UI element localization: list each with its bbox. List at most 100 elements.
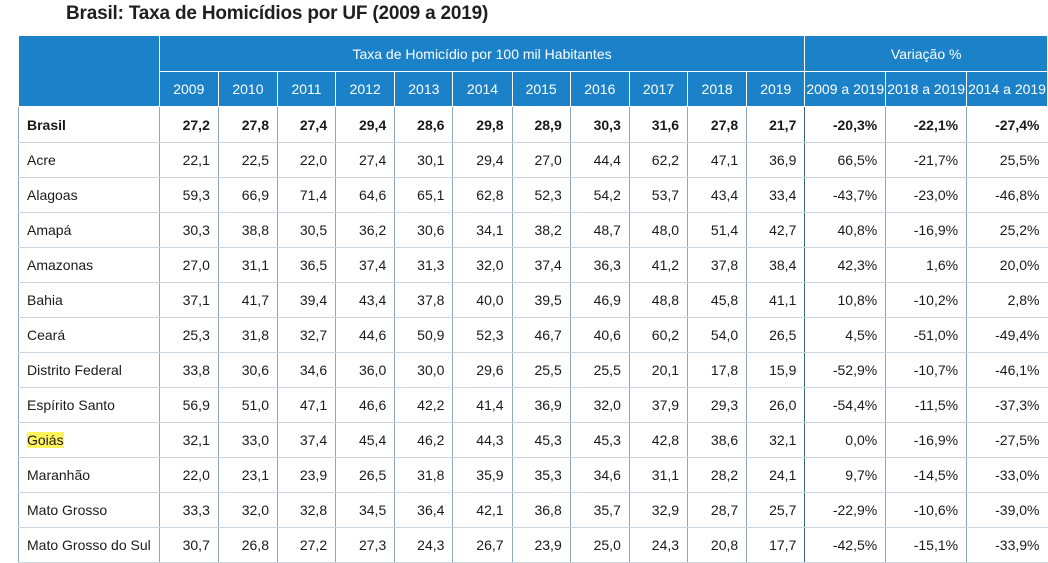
rate-cell-2017: 31,1 bbox=[628, 457, 688, 493]
rate-cell-2015: 38,2 bbox=[511, 212, 571, 248]
rate-cell-2013: 31,8 bbox=[394, 457, 453, 493]
row-state-name: Mato Grosso bbox=[18, 492, 160, 528]
rate-cell-2014: 34,1 bbox=[452, 212, 513, 248]
variation-cell-2: -51,0% bbox=[885, 317, 967, 353]
variation-cell-3: 25,2% bbox=[966, 212, 1048, 248]
variation-cell-1: 9,7% bbox=[804, 457, 886, 493]
rate-cell-2015: 37,4 bbox=[511, 247, 571, 283]
rate-cell-2018: 27,8 bbox=[687, 106, 747, 143]
rate-cell-2018: 37,8 bbox=[687, 247, 747, 283]
variation-cell-3: -27,5% bbox=[966, 422, 1048, 458]
table-row: Distrito Federal 33,8 30,6 34,6 36,0 30,0 29,6… bbox=[18, 352, 1048, 388]
state-name-text: Amapá bbox=[27, 222, 72, 238]
variation-cell-2: -16,9% bbox=[885, 422, 967, 458]
rate-cell-2018: 20,8 bbox=[687, 527, 747, 563]
rate-cell-2019: 24,1 bbox=[746, 457, 805, 493]
rate-cell-2017: 37,9 bbox=[628, 387, 688, 423]
rate-cell-2012: 36,0 bbox=[335, 352, 395, 388]
rate-cell-2016: 35,7 bbox=[569, 492, 630, 528]
rate-cell-2018: 28,7 bbox=[687, 492, 747, 528]
state-name-text: Alagoas bbox=[27, 187, 78, 203]
state-name-text: Maranhão bbox=[27, 467, 91, 483]
variation-cell-2: -22,1% bbox=[885, 106, 967, 143]
rate-cell-2019: 17,7 bbox=[746, 527, 805, 563]
rate-cell-2017: 41,2 bbox=[628, 247, 688, 283]
rate-cell-2013: 31,3 bbox=[394, 247, 453, 283]
rate-cell-2018: 47,1 bbox=[687, 142, 747, 178]
rate-cell-2018: 43,4 bbox=[687, 177, 747, 213]
rate-cell-2010: 31,1 bbox=[217, 247, 278, 283]
header-year-2015: 2015 bbox=[511, 71, 571, 107]
rate-cell-2011: 27,4 bbox=[276, 106, 336, 143]
rate-cell-2016: 25,0 bbox=[569, 527, 630, 563]
homicide-rate-table-container: Taxa de Homicídio por 100 mil Habitantes… bbox=[18, 35, 1048, 563]
rate-cell-2013: 28,6 bbox=[394, 106, 453, 143]
header-variation-2: 2018 a 2019 bbox=[885, 71, 968, 107]
rate-cell-2011: 22,0 bbox=[276, 142, 336, 178]
variation-cell-2: -21,7% bbox=[885, 142, 967, 178]
rate-cell-2010: 30,6 bbox=[217, 352, 278, 388]
rate-cell-2010: 41,7 bbox=[217, 282, 278, 318]
rate-cell-2016: 48,7 bbox=[569, 212, 630, 248]
rate-cell-2014: 26,7 bbox=[452, 527, 513, 563]
row-state-name: Amazonas bbox=[18, 247, 160, 283]
rate-cell-2010: 66,9 bbox=[217, 177, 278, 213]
variation-cell-3: -49,4% bbox=[966, 317, 1048, 353]
row-state-name: Distrito Federal bbox=[18, 352, 160, 388]
rate-cell-2010: 22,5 bbox=[217, 142, 278, 178]
rate-cell-2010: 32,0 bbox=[217, 492, 278, 528]
variation-cell-3: -46,8% bbox=[966, 177, 1048, 213]
rate-cell-2012: 37,4 bbox=[335, 247, 395, 283]
header-variation-3: 2014 a 2019 bbox=[966, 71, 1048, 107]
state-name-text: Amazonas bbox=[27, 257, 94, 273]
rate-cell-2015: 45,3 bbox=[511, 422, 571, 458]
rate-cell-2010: 33,0 bbox=[217, 422, 278, 458]
rate-cell-2013: 37,8 bbox=[394, 282, 453, 318]
variation-cell-1: 40,8% bbox=[804, 212, 886, 248]
rate-cell-2016: 30,3 bbox=[569, 106, 630, 143]
rate-cell-2012: 44,6 bbox=[335, 317, 395, 353]
rate-cell-2018: 17,8 bbox=[687, 352, 747, 388]
rate-cell-2011: 30,5 bbox=[276, 212, 336, 248]
variation-cell-2: -10,7% bbox=[885, 352, 967, 388]
homicide-rate-table: Taxa de Homicídio por 100 mil Habitantes… bbox=[18, 35, 1048, 563]
variation-cell-1: 66,5% bbox=[804, 142, 886, 178]
rate-cell-2013: 24,3 bbox=[394, 527, 453, 563]
rate-cell-2014: 42,1 bbox=[452, 492, 513, 528]
row-state-name: Brasil bbox=[18, 106, 160, 143]
rate-cell-2009: 37,1 bbox=[158, 282, 219, 318]
rate-cell-2013: 30,0 bbox=[394, 352, 453, 388]
header-uf-cell bbox=[18, 35, 160, 107]
rate-cell-2016: 25,5 bbox=[569, 352, 630, 388]
rate-cell-2012: 27,3 bbox=[335, 527, 395, 563]
rate-cell-2011: 23,9 bbox=[276, 457, 336, 493]
variation-cell-3: 20,0% bbox=[966, 247, 1048, 283]
rate-cell-2009: 30,3 bbox=[158, 212, 219, 248]
rate-cell-2017: 48,8 bbox=[628, 282, 688, 318]
variation-cell-1: -54,4% bbox=[804, 387, 886, 423]
state-name-text: Brasil bbox=[27, 116, 66, 133]
rate-cell-2012: 64,6 bbox=[335, 177, 395, 213]
header-year-2010: 2010 bbox=[217, 71, 278, 107]
rate-cell-2017: 31,6 bbox=[628, 106, 688, 143]
rate-cell-2017: 24,3 bbox=[628, 527, 688, 563]
rate-cell-2009: 25,3 bbox=[158, 317, 219, 353]
header-variation-1: 2009 a 2019 bbox=[804, 71, 887, 107]
rate-cell-2017: 42,8 bbox=[628, 422, 688, 458]
rate-cell-2016: 45,3 bbox=[569, 422, 630, 458]
row-state-name: Ceará bbox=[18, 317, 160, 353]
rate-cell-2014: 62,8 bbox=[452, 177, 513, 213]
variation-cell-3: -46,1% bbox=[966, 352, 1048, 388]
rate-cell-2011: 39,4 bbox=[276, 282, 336, 318]
table-row: Alagoas 59,3 66,9 71,4 64,6 65,1 62,8 52,3 54,2 5… bbox=[18, 177, 1048, 213]
rate-cell-2019: 26,5 bbox=[746, 317, 805, 353]
table-body: Brasil 27,2 27,8 27,4 29,4 28,6 29,8 28,9 30,3 31… bbox=[18, 106, 1048, 563]
header-year-2019: 2019 bbox=[746, 71, 806, 107]
rate-cell-2009: 22,0 bbox=[158, 457, 219, 493]
header-year-2014: 2014 bbox=[452, 71, 513, 107]
variation-cell-2: -10,6% bbox=[885, 492, 967, 528]
rate-cell-2016: 54,2 bbox=[569, 177, 630, 213]
rate-cell-2009: 22,1 bbox=[158, 142, 219, 178]
header-year-2017: 2017 bbox=[628, 71, 689, 107]
row-state-name: Alagoas bbox=[18, 177, 160, 213]
